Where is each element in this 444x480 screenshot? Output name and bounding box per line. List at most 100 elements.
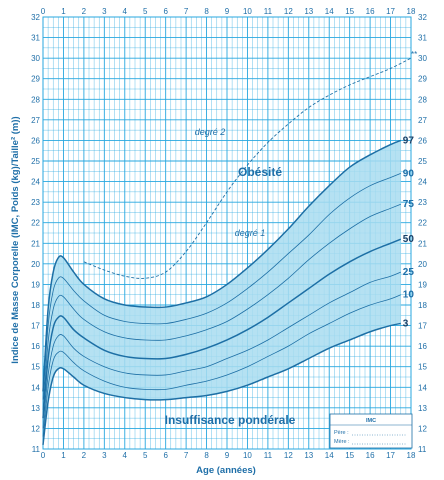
y-tick-label-left: 28 xyxy=(31,95,40,104)
y-tick-label-right: 24 xyxy=(418,178,427,187)
x-tick-label-bottom: 7 xyxy=(184,451,189,460)
x-tick-label-bottom: 8 xyxy=(204,451,209,460)
x-tick-label-bottom: 4 xyxy=(123,451,128,460)
y-tick-label-right: 25 xyxy=(418,157,427,166)
x-tick-label-top: 13 xyxy=(304,7,313,16)
x-tick-label-top: 1 xyxy=(61,7,66,16)
band-fill xyxy=(43,140,401,445)
curve-50 xyxy=(42,238,402,419)
x-tick-label-top: 17 xyxy=(386,7,395,16)
y-tick-label-left: 26 xyxy=(31,136,40,145)
degree-2-label: degré 2 xyxy=(195,127,226,137)
curve-25 xyxy=(42,271,401,429)
x-tick-label-top: 9 xyxy=(225,7,230,16)
y-tick-label-right: 30 xyxy=(418,54,427,63)
percentile-label-90: 90 xyxy=(403,168,415,179)
degree-1-label: degré 1 xyxy=(235,228,266,238)
y-tick-label-right: 13 xyxy=(418,404,427,413)
y-tick-label-left: 24 xyxy=(31,178,40,187)
percentile-band xyxy=(43,140,401,445)
x-axis-title: Age (années) xyxy=(196,465,256,476)
y-tick-label-right: 29 xyxy=(418,75,427,84)
x-tick-label-bottom: 15 xyxy=(345,451,354,460)
x-tick-label-bottom: 14 xyxy=(325,451,334,460)
x-tick-label-bottom: 2 xyxy=(82,451,87,460)
y-tick-label-left: 18 xyxy=(31,301,40,310)
y-tick-label-right: 19 xyxy=(418,280,427,289)
y-tick-label-left: 17 xyxy=(31,322,40,331)
x-tick-label-top: 2 xyxy=(82,7,87,16)
x-tick-label-bottom: 18 xyxy=(407,451,416,460)
percentile-label-50: 50 xyxy=(403,234,415,245)
y-tick-label-left: 19 xyxy=(31,280,40,289)
y-tick-label-left: 13 xyxy=(31,404,40,413)
y-tick-label-right: 14 xyxy=(418,383,427,392)
y-tick-label-right: 31 xyxy=(418,34,427,43)
x-tick-label-top: 11 xyxy=(264,7,273,16)
x-tick-label-top: 3 xyxy=(102,7,107,16)
curve-degré-2 xyxy=(83,57,412,279)
y-tick-label-right: 16 xyxy=(418,342,427,351)
y-tick-label-right: 18 xyxy=(418,301,427,310)
y-tick-label-left: 12 xyxy=(31,424,40,433)
x-tick-label-top: 0 xyxy=(41,7,46,16)
y-tick-label-right: 12 xyxy=(418,424,427,433)
y-tick-label-left: 31 xyxy=(31,34,40,43)
y-tick-label-left: 29 xyxy=(31,75,40,84)
x-tick-label-top: 16 xyxy=(366,7,375,16)
info-box-frame xyxy=(329,413,413,449)
y-tick-label-left: 23 xyxy=(31,198,40,207)
x-tick-label-top: 10 xyxy=(243,7,252,16)
curve-97 xyxy=(42,139,402,392)
x-tick-label-bottom: 17 xyxy=(386,451,395,460)
curve-90 xyxy=(42,172,401,400)
curve-10 xyxy=(42,294,401,437)
y-tick-label-left: 32 xyxy=(31,13,40,22)
x-tick-label-bottom: 10 xyxy=(243,451,252,460)
y-tick-label-right: 20 xyxy=(418,260,427,269)
x-tick-label-bottom: 9 xyxy=(225,451,230,460)
y-axis-title: Indice de Masse Corporelle (IMC, Poids (… xyxy=(10,116,21,363)
x-tick-label-top: 5 xyxy=(143,7,148,16)
x-tick-label-bottom: 11 xyxy=(264,451,273,460)
y-tick-label-right: 26 xyxy=(418,136,427,145)
x-tick-label-top: 4 xyxy=(123,7,128,16)
y-tick-label-left: 22 xyxy=(31,219,40,228)
curve-3 xyxy=(42,322,401,445)
x-tick-label-bottom: 5 xyxy=(143,451,148,460)
percentile-label-3: 3 xyxy=(403,319,409,330)
y-tick-label-left: 14 xyxy=(31,383,40,392)
y-tick-label-right: 17 xyxy=(418,322,427,331)
x-tick-label-top: 6 xyxy=(163,7,168,16)
info-box: IMC Père : Mère : xyxy=(329,413,413,449)
percentile-label-97: 97 xyxy=(403,135,415,146)
tick-labels: 0011223344556677889910101111121213131414… xyxy=(31,7,427,460)
y-tick-label-left: 27 xyxy=(31,116,40,125)
x-tick-label-top: 18 xyxy=(407,7,416,16)
percentile-label-75: 75 xyxy=(403,199,415,210)
info-box-father: Père : xyxy=(334,430,349,436)
curve-75 xyxy=(42,203,401,410)
x-tick-label-top: 7 xyxy=(184,7,189,16)
x-tick-label-bottom: 12 xyxy=(284,451,293,460)
x-tick-label-bottom: 16 xyxy=(366,451,375,460)
y-tick-label-left: 16 xyxy=(31,342,40,351)
info-box-title: IMC xyxy=(366,418,376,424)
y-tick-label-right: 22 xyxy=(418,219,427,228)
info-box-mother: Mère : xyxy=(334,439,350,445)
x-tick-label-bottom: 13 xyxy=(304,451,313,460)
x-tick-label-top: 8 xyxy=(204,7,209,16)
x-tick-label-bottom: 3 xyxy=(102,451,107,460)
y-tick-label-left: 30 xyxy=(31,54,40,63)
y-tick-label-left: 25 xyxy=(31,157,40,166)
percentile-label-25: 25 xyxy=(403,267,415,278)
y-tick-label-right: 11 xyxy=(418,445,427,454)
y-tick-label-left: 20 xyxy=(31,260,40,269)
curves xyxy=(42,57,412,445)
y-tick-label-left: 15 xyxy=(31,363,40,372)
y-tick-label-right: 28 xyxy=(418,95,427,104)
y-tick-label-right: 21 xyxy=(418,239,427,248)
y-tick-label-left: 21 xyxy=(31,239,40,248)
obesity-label: Obésité xyxy=(238,165,282,179)
x-tick-label-top: 12 xyxy=(284,7,293,16)
